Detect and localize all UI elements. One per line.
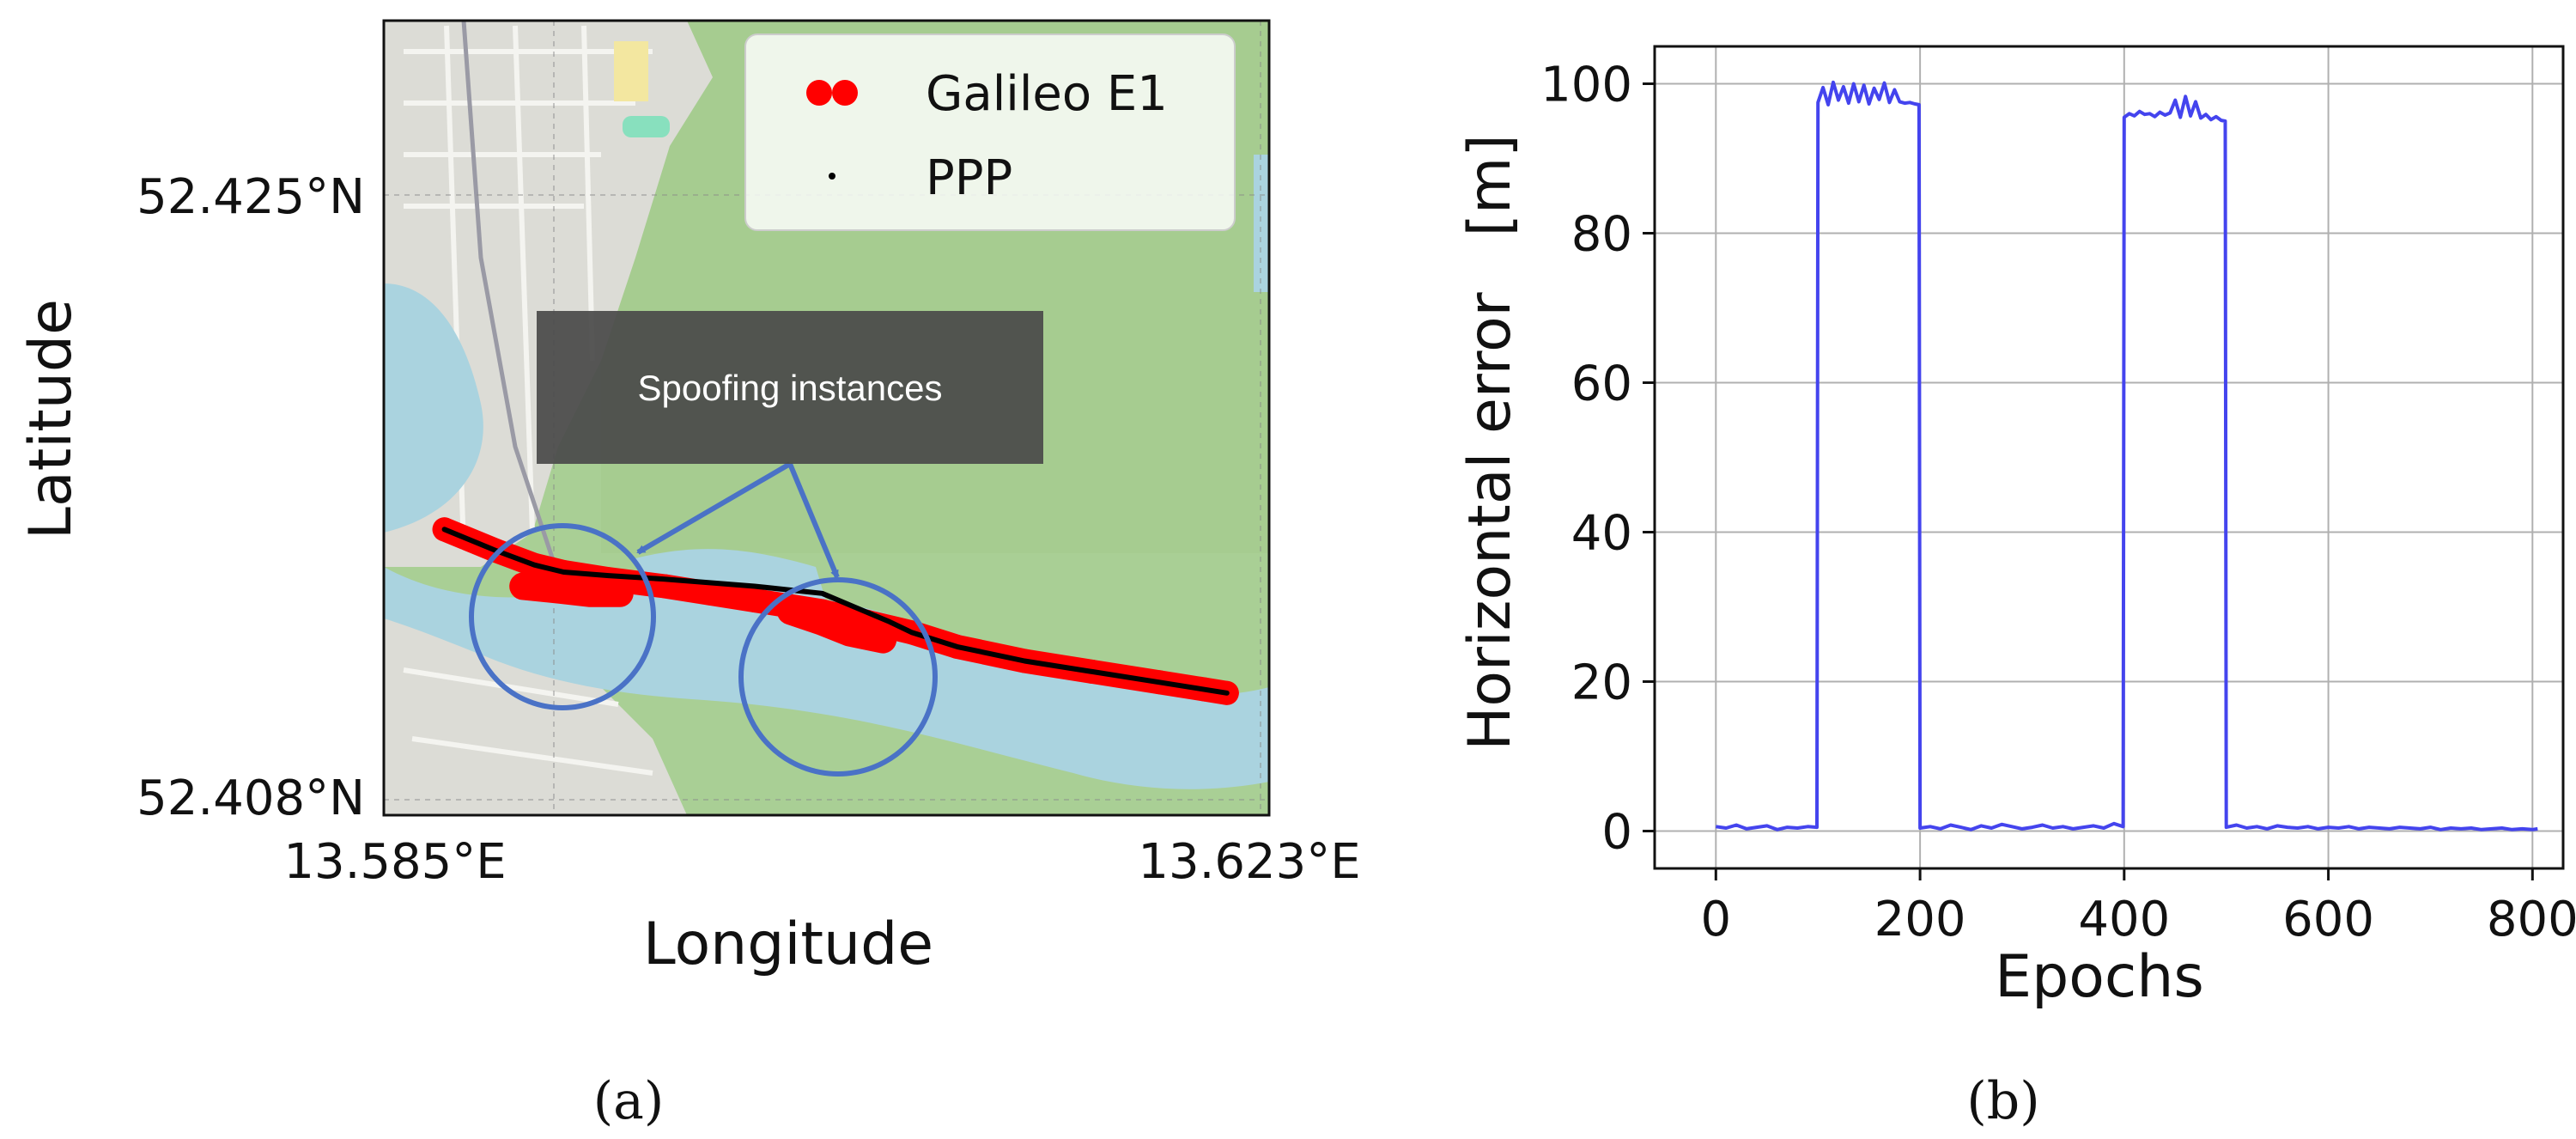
y-tick-label: 40 (1571, 506, 1632, 562)
ppp-track (441, 527, 1230, 696)
map-xlabel: Longitude (643, 911, 933, 978)
spoof-circle-1 (469, 523, 656, 710)
map-water-east-edge (1254, 155, 1269, 292)
galileo-spoofed-segment-1 (509, 572, 634, 607)
galileo-point (697, 581, 722, 606)
map-legend: Galileo E1 PPP (744, 34, 1236, 231)
plot-grid (1655, 46, 2563, 868)
y-ticks: 0 20 40 60 80 100 (1540, 58, 1655, 861)
map-ylabel: Latitude (17, 299, 85, 539)
x-tick-label: 800 (2487, 892, 2576, 947)
map-tracks (432, 517, 1239, 705)
galileo-point (596, 567, 621, 592)
horizontal-error-line (1716, 80, 2538, 831)
map-water-river (384, 567, 1269, 789)
panel-a: Spoofing instances Galileo E1 PPP 52.425… (17, 19, 1361, 1131)
caption-a: (a) (593, 1071, 665, 1131)
plot-ylabel: Horizontal error [m] (1456, 134, 1524, 751)
y-tick-label: 60 (1571, 356, 1632, 412)
legend-frame (744, 34, 1236, 231)
legend-galileo-label: Galileo E1 (926, 66, 1168, 122)
y-tick-label: 20 (1571, 655, 1632, 711)
y-tick-label: 80 (1571, 207, 1632, 263)
map-sports-field (623, 116, 670, 137)
caption-b: (b) (1966, 1071, 2039, 1131)
x-tick-label: 600 (2282, 892, 2374, 947)
lon-tick-right: 13.623°E (1138, 834, 1360, 890)
map-yellow-building (614, 41, 648, 101)
plot-xlabel: Epochs (1995, 943, 2204, 1011)
y-tick-label: 100 (1540, 58, 1632, 113)
galileo-point (810, 599, 835, 624)
annotation-background (537, 311, 1043, 464)
lon-tick-left: 13.585°E (283, 834, 506, 890)
x-tick-label: 400 (2078, 892, 2170, 947)
annotation-text: Spoofing instances (638, 368, 943, 408)
map-frame (382, 19, 1271, 817)
galileo-spoofed-segment-2 (776, 597, 897, 654)
x-tick-label: 0 (1700, 892, 1731, 947)
map-water-lake-west (384, 283, 483, 533)
legend-ppp-marker (829, 173, 835, 180)
spoofing-markers (469, 461, 938, 777)
x-tick-label: 200 (1874, 892, 1966, 947)
annotation-arrow-1 (636, 461, 792, 555)
y-tick-label: 0 (1601, 805, 1632, 861)
x-ticks: 0 200 400 600 800 (1700, 868, 2576, 947)
annotation-arrow-2 (787, 462, 840, 579)
legend-galileo-marker (806, 80, 858, 106)
plot-frame (1653, 45, 2565, 870)
annotation-box: Spoofing instances (537, 311, 1043, 464)
spoof-circle-2 (738, 577, 938, 777)
lat-tick-top: 52.425°N (137, 169, 365, 225)
map-roads-major (461, 21, 569, 602)
legend-ppp-label: PPP (926, 150, 1012, 206)
map-urban-area-south (384, 601, 687, 815)
lat-tick-bottom: 52.408°N (137, 770, 365, 826)
map-graticule (384, 21, 1269, 815)
galileo-point (742, 588, 767, 613)
error-series (1716, 80, 2538, 831)
panel-b: 0 200 400 600 800 0 20 40 60 80 100 Epochs Horizo… (1456, 45, 2576, 1131)
